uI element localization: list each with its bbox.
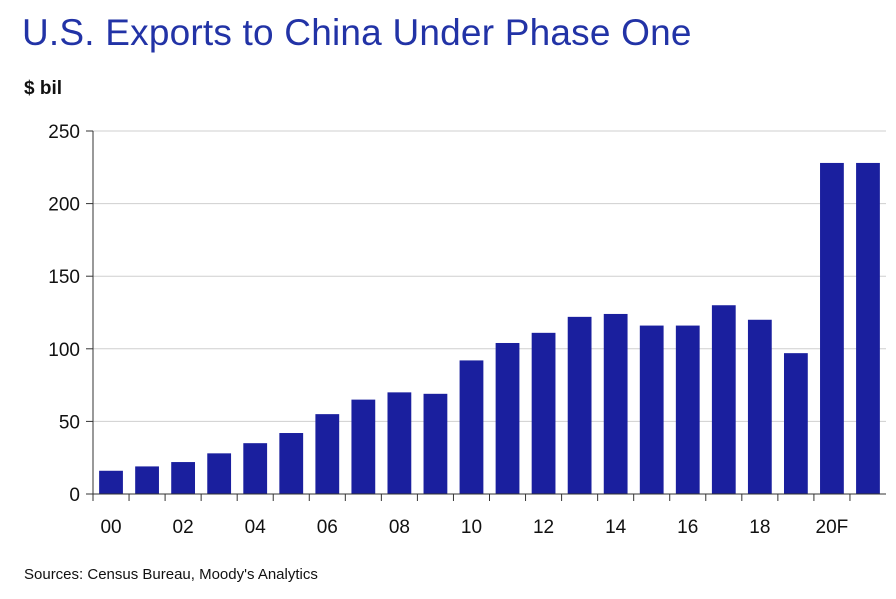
bar-05 [279, 433, 304, 494]
x-tick-label: 14 [605, 517, 627, 538]
x-tick-label: 00 [100, 517, 121, 538]
bar-17 [711, 305, 736, 494]
bar-19 [783, 353, 808, 494]
bar-04 [243, 443, 268, 494]
y-tick-label: 0 [69, 485, 80, 506]
bar-20F [820, 162, 844, 494]
x-tick-label: 02 [173, 517, 194, 538]
bars [99, 162, 880, 494]
x-tick-label: 18 [749, 517, 770, 538]
bar-18 [747, 319, 772, 494]
y-tick-label: 250 [48, 122, 80, 143]
bar-09 [423, 393, 448, 494]
x-tick-label: 16 [677, 517, 698, 538]
bar-02 [171, 462, 196, 494]
x-tick-label: 10 [461, 517, 482, 538]
y-tick-label: 150 [48, 267, 80, 288]
chart-title: U.S. Exports to China Under Phase One [22, 12, 692, 53]
bar-chart: 0 50 100 150 200 250 00 02 04 06 08 10 12 14 16 18 20F [48, 122, 886, 538]
x-tick-label: 12 [533, 517, 554, 538]
x-tick-label: 04 [245, 517, 267, 538]
y-tick-label: 100 [48, 340, 80, 361]
bar-10 [459, 360, 484, 494]
bar-08 [387, 392, 412, 494]
x-tick-label: 20F [816, 517, 849, 538]
bar-07 [351, 399, 376, 494]
bar-11 [495, 342, 520, 494]
tick-labels: 0 50 100 150 200 250 00 02 04 06 08 10 12 14 16 18 20F [48, 122, 848, 538]
bar-01 [135, 466, 159, 494]
bar-15 [639, 325, 664, 494]
y-axis-unit-label: $ bil [24, 78, 63, 99]
bar-00 [99, 470, 123, 494]
bar-21F [856, 162, 880, 494]
bar-12 [531, 332, 556, 494]
x-tick-label: 06 [317, 517, 338, 538]
x-tick-label: 08 [389, 517, 410, 538]
bar-03 [207, 453, 232, 494]
bar-06 [315, 414, 340, 494]
source-note: Sources: Census Bureau, Moody's Analytic… [24, 566, 318, 583]
y-tick-label: 50 [59, 412, 80, 433]
y-tick-label: 200 [48, 195, 80, 216]
bar-14 [603, 313, 628, 494]
bar-16 [675, 325, 700, 494]
bar-13 [567, 316, 592, 494]
axes [86, 130, 886, 501]
